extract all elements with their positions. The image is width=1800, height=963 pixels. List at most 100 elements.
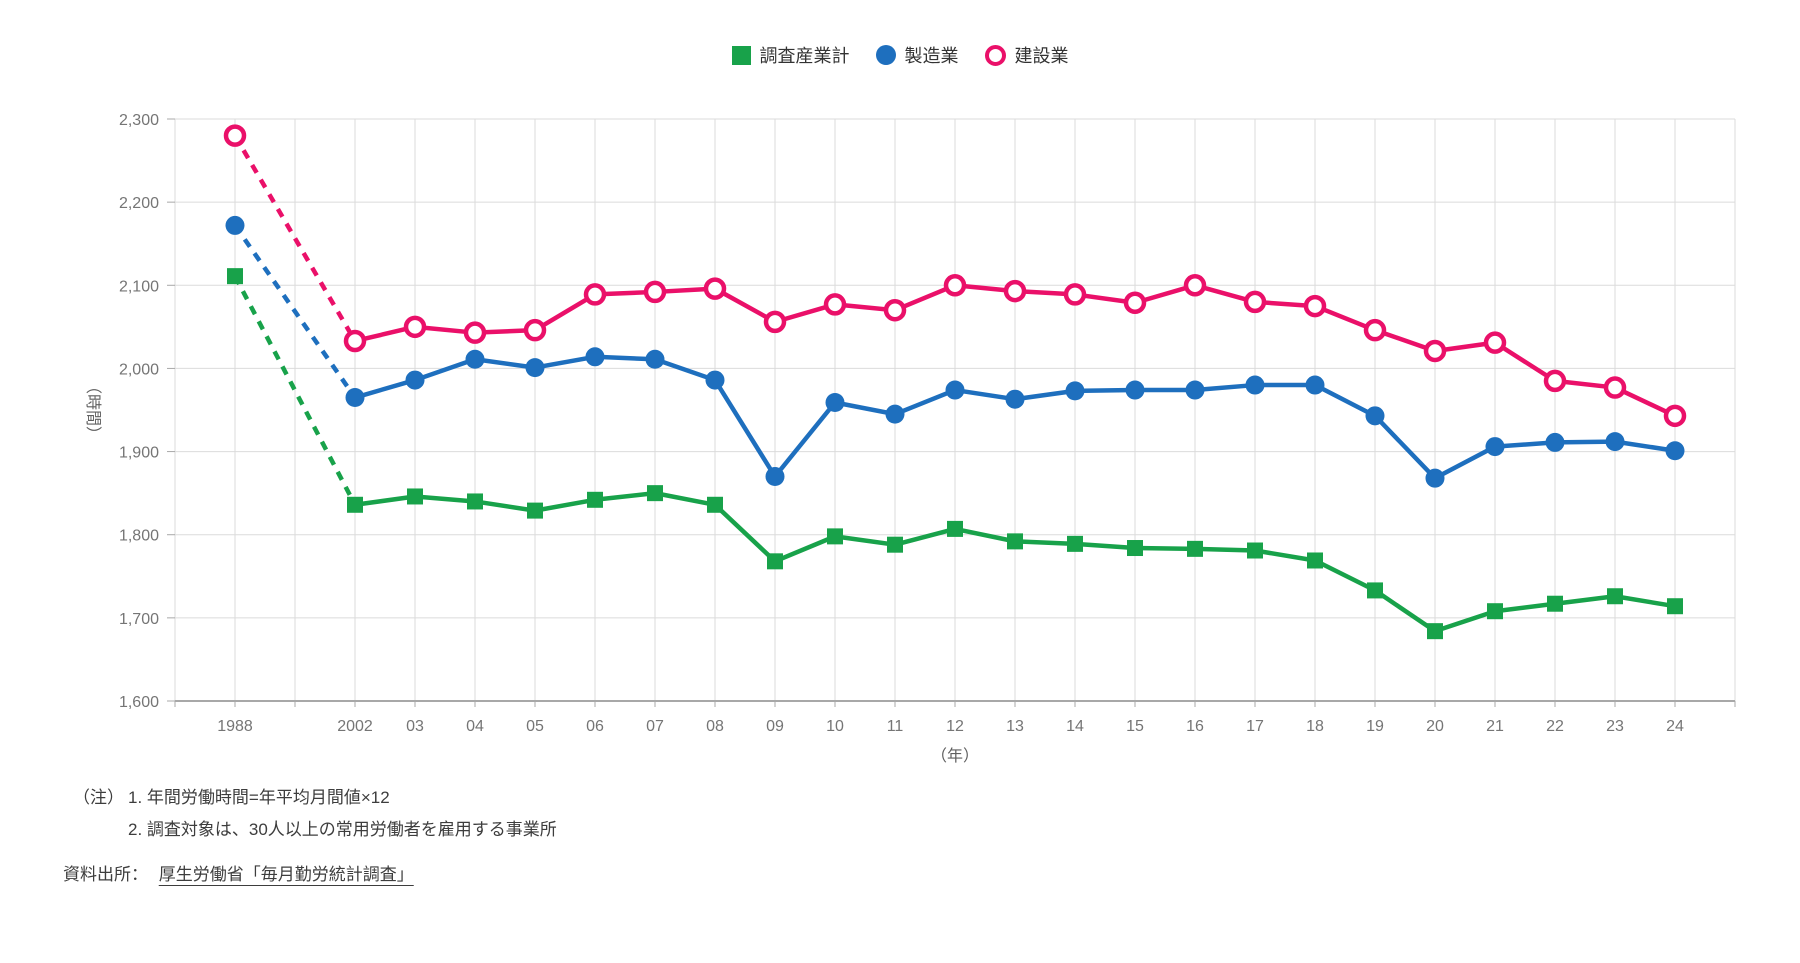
circle-marker-icon: [875, 45, 896, 65]
data-point: [1485, 437, 1505, 457]
x-tick-label: 24: [1666, 718, 1684, 735]
data-point: [225, 215, 245, 235]
axis-labels: 1988 2002 03 04 05 06 07 08 09 10 11 12 13 14 15 16 17 18…: [84, 378, 1684, 765]
x-tick-label: 08: [706, 718, 724, 735]
note-label: （注）: [73, 788, 124, 807]
x-tick-label: 11: [887, 718, 904, 735]
legend-item-all-industries: 調査産業計: [731, 42, 850, 68]
data-point: [1063, 283, 1087, 306]
x-tick-label: 12: [946, 718, 964, 735]
x-tick-label: 19: [1366, 718, 1384, 735]
series-1: [225, 215, 1685, 488]
data-point: [1187, 540, 1203, 557]
square-marker-icon: [731, 45, 751, 65]
dashed-connector: [233, 134, 357, 343]
x-tick-label: 22: [1546, 718, 1564, 735]
x-axis-title: （年）: [931, 747, 979, 765]
data-point: [1483, 331, 1507, 354]
source-link[interactable]: 厚生労働省「毎月勤労統計調査」: [158, 865, 414, 884]
data-point: [945, 380, 965, 400]
data-point: [1125, 380, 1145, 400]
data-point: [1127, 540, 1143, 557]
data-point: [705, 370, 725, 390]
data-point: [467, 493, 483, 510]
series-0: [227, 268, 1683, 640]
x-tick-label: 23: [1606, 718, 1624, 735]
data-point: [343, 329, 367, 353]
data-point: [525, 358, 545, 378]
data-point: [1065, 381, 1085, 401]
legend: 調査産業計 製造業 建設業: [0, 42, 1800, 68]
open-circle-marker-icon: [984, 44, 1006, 66]
data-point: [1365, 406, 1385, 426]
data-point: [763, 310, 787, 334]
data-point: [645, 349, 665, 369]
y-tick-label: 1,700: [119, 611, 159, 628]
data-point: [1247, 542, 1263, 559]
legend-label-all-industries: 調査産業計: [759, 46, 850, 66]
data-point: [223, 124, 247, 147]
data-point: [1487, 603, 1503, 620]
y-tick-label: 1,800: [119, 528, 159, 545]
data-point: [943, 274, 967, 297]
x-tick-label: 10: [826, 718, 844, 735]
y-tick-label: 2,200: [119, 195, 159, 212]
data-point: [1423, 339, 1447, 363]
legend-item-construction: 建設業: [984, 42, 1069, 68]
data-point: [647, 485, 663, 502]
data-point: [527, 502, 543, 519]
x-tick-label: 21: [1486, 718, 1504, 735]
data-point: [585, 347, 605, 367]
data-point: [1667, 598, 1683, 615]
data-point: [765, 467, 785, 487]
note-line-1: 1. 年間労働時間=年平均月間値×12: [128, 788, 390, 807]
source-label: 資料出所：: [63, 865, 148, 884]
data-point: [1663, 404, 1687, 428]
line-chart: 1,600 1,700 1,800 1,900 2,000 2,100 2,200 2,300…: [84, 112, 1736, 765]
data-point: [587, 491, 603, 508]
x-tick-label: 07: [646, 718, 664, 735]
y-tick-label: 2,000: [119, 361, 159, 378]
y-tick-label: 2,300: [119, 112, 159, 129]
data-point: [1007, 533, 1023, 550]
data-point: [827, 528, 843, 545]
x-tick-label: 06: [586, 718, 604, 735]
data-point: [1243, 290, 1267, 314]
series-2: [223, 124, 1687, 428]
data-point: [1005, 389, 1025, 409]
data-point: [825, 393, 845, 413]
legend-item-manufacturing: 製造業: [875, 42, 959, 68]
data-point: [1307, 552, 1323, 569]
data-point: [1185, 380, 1205, 400]
data-point: [1427, 623, 1443, 640]
y-tick-label: 1,600: [119, 694, 159, 711]
data-point: [947, 520, 963, 537]
data-point: [407, 488, 423, 505]
x-tick-label: 17: [1246, 718, 1264, 735]
data-point: [703, 277, 727, 300]
data-point: [405, 370, 425, 390]
data-point: [583, 283, 607, 306]
data-point: [1547, 595, 1563, 612]
x-tick-label: 1988: [217, 718, 253, 735]
x-tick-label: 20: [1426, 718, 1444, 735]
data-point: [1245, 375, 1265, 395]
y-tick-label: 1,900: [119, 445, 159, 462]
x-tick-label: 13: [1006, 718, 1024, 735]
x-tick-label: 15: [1126, 718, 1144, 735]
data-point: [887, 536, 903, 553]
data-point: [643, 280, 667, 304]
data-point: [767, 553, 783, 570]
x-tick-label: 04: [466, 718, 484, 735]
x-tick-label: 05: [526, 718, 544, 735]
x-tick-label: 18: [1306, 718, 1324, 735]
legend-label-manufacturing: 製造業: [904, 46, 959, 66]
dashed-connector: [233, 224, 357, 399]
data-point: [1543, 369, 1567, 393]
data-point: [347, 496, 363, 513]
y-tick-label: 2,100: [119, 278, 159, 295]
x-tick-label: 03: [406, 718, 424, 735]
data-point: [1665, 441, 1685, 461]
data-point: [227, 268, 243, 285]
